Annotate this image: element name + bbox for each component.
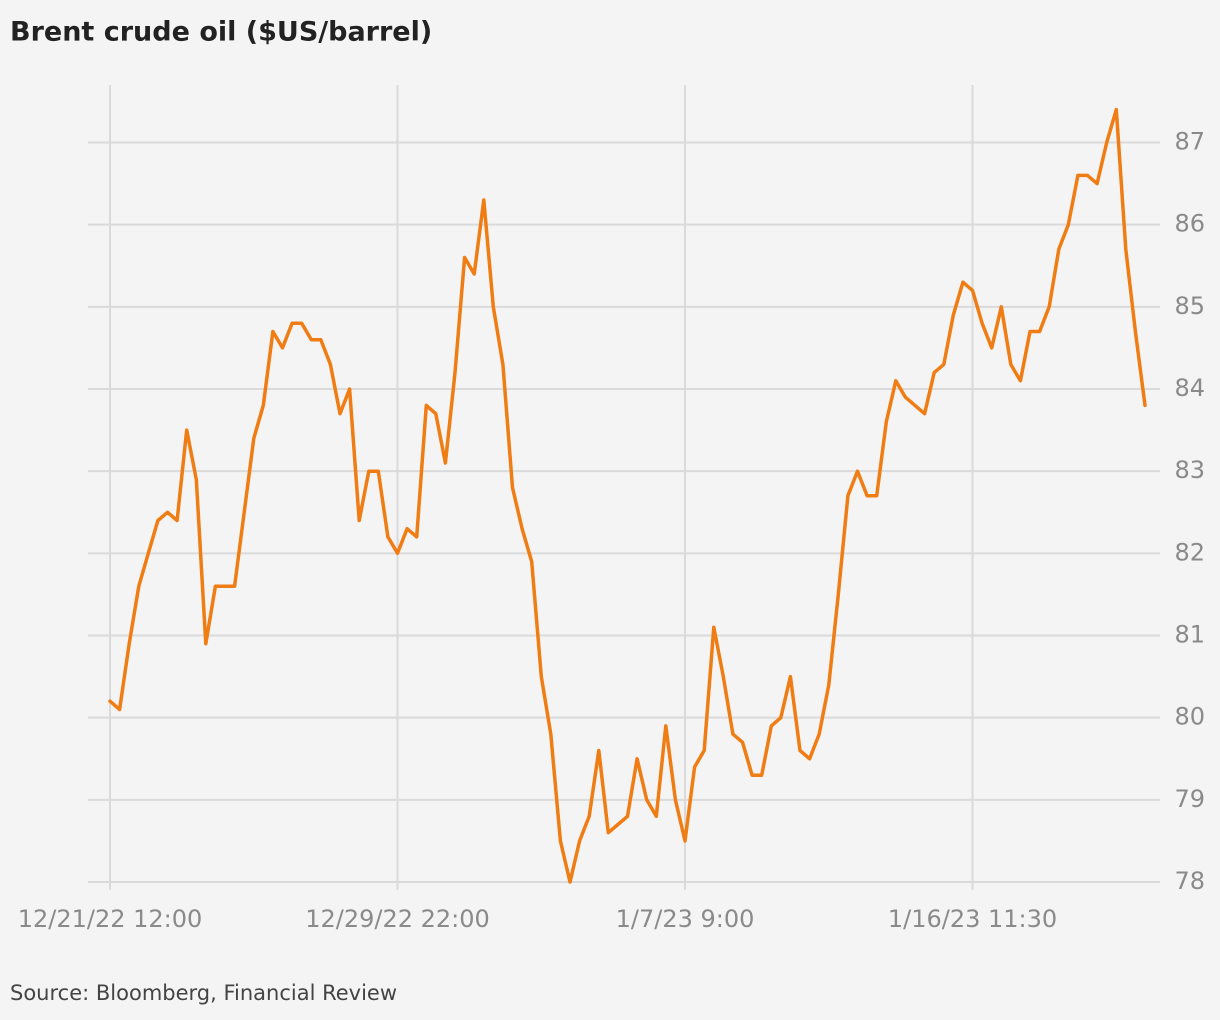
- chart-title: Brent crude oil ($US/barrel): [10, 17, 432, 48]
- x-tick-label: 1/16/23 11:30: [888, 905, 1057, 933]
- y-tick-label: 87: [1174, 128, 1205, 156]
- source-note: Source: Bloomberg, Financial Review: [10, 981, 397, 1005]
- y-tick-label: 83: [1174, 456, 1205, 484]
- x-tick-label: 12/21/22 12:00: [18, 905, 203, 933]
- price-line: [108, 107, 1147, 884]
- y-tick-label: 78: [1174, 867, 1205, 895]
- y-tick-label: 80: [1174, 703, 1205, 731]
- x-tick-label: 12/29/22 22:00: [305, 905, 490, 933]
- y-tick-label: 82: [1174, 538, 1205, 566]
- y-tick-label: 86: [1174, 210, 1205, 238]
- y-tick-label: 79: [1174, 785, 1205, 813]
- y-tick-label: 81: [1174, 621, 1205, 649]
- y-tick-label: 84: [1174, 374, 1205, 402]
- x-tick-label: 1/7/23 9:00: [616, 905, 755, 933]
- y-tick-label: 85: [1174, 292, 1205, 320]
